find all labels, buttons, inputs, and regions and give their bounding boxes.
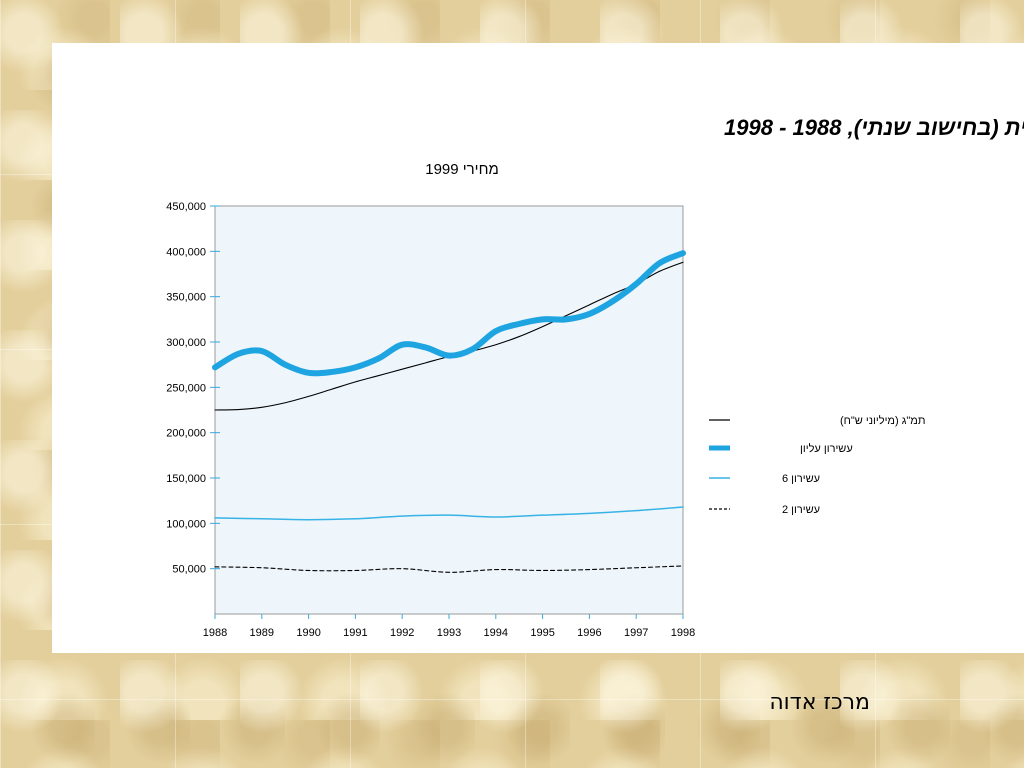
- y-tick-label: 300,000: [166, 337, 206, 349]
- series-line-top-decile: [212, 250, 686, 377]
- chart-subtitle: מחירי 1999: [425, 161, 499, 178]
- legend-item-gdp: תמ"ג (מיליוני ש"ח): [709, 414, 925, 427]
- y-tick-label: 250,000: [166, 382, 206, 394]
- x-tick-label: 1996: [577, 627, 601, 639]
- plot-area: [214, 205, 684, 615]
- x-tick-label: 1994: [484, 627, 508, 639]
- chart: תמ"ג והכנסה למשק-בית (בחישוב שנתי), 1988…: [166, 115, 1024, 639]
- y-tick-label: 50,000: [172, 564, 206, 576]
- series-lines: [212, 250, 686, 573]
- x-tick-label: 1989: [250, 627, 274, 639]
- series-line-decile-6: [214, 506, 684, 521]
- y-tick-label: 400,000: [166, 246, 206, 258]
- legend-label-decile-6: עשירון 6: [782, 473, 820, 485]
- footer-label: מרכז אדוה: [769, 690, 870, 715]
- legend-label-gdp: תמ"ג (מיליוני ש"ח): [840, 414, 925, 427]
- chart-title: תמ"ג והכנסה למשק-בית (בחישוב שנתי), 1988…: [724, 115, 1024, 140]
- x-tick-label: 1993: [437, 627, 461, 639]
- y-tick-label: 450,000: [166, 201, 206, 213]
- series-line-decile-2: [214, 565, 684, 573]
- legend-label-top-decile: עשירון עליון: [800, 442, 853, 455]
- x-tick-label: 1988: [203, 627, 227, 639]
- x-tick-label: 1997: [624, 627, 648, 639]
- slide-panel: תמ"ג והכנסה למשק-בית (בחישוב שנתי), 1988…: [52, 43, 1024, 653]
- legend-item-top-decile: עשירון עליון: [709, 442, 853, 455]
- legend-item-decile-6: עשירון 6: [709, 473, 820, 485]
- legend-label-decile-2: עשירון 2: [782, 504, 820, 516]
- y-tick-label: 150,000: [166, 473, 206, 485]
- x-axis: 1988 1989 1990 1991 1992 1993 1994 1995 1996 1997…: [203, 614, 695, 639]
- y-tick-label: 100,000: [166, 518, 206, 530]
- x-tick-label: 1998: [671, 627, 695, 639]
- x-tick-label: 1990: [296, 627, 320, 639]
- y-axis: 50,000 100,000 150,000 200,000 250,000 300,00…: [166, 201, 220, 576]
- y-tick-label: 200,000: [166, 428, 206, 440]
- x-tick-label: 1992: [390, 627, 414, 639]
- legend-item-decile-2: עשירון 2: [709, 504, 820, 516]
- y-tick-label: 350,000: [166, 292, 206, 304]
- x-tick-label: 1995: [530, 627, 554, 639]
- legend: תמ"ג (מיליוני ש"ח) עשירון עליון עשירון 6…: [709, 414, 925, 516]
- x-tick-label: 1991: [343, 627, 367, 639]
